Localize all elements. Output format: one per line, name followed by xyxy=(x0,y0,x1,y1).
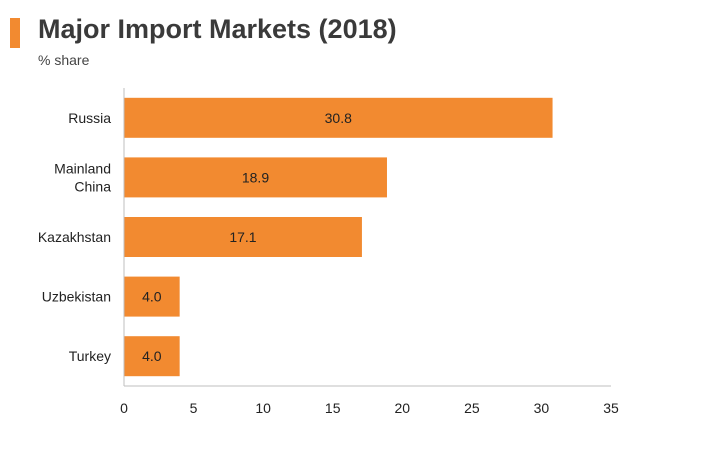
bars-layer xyxy=(124,97,553,377)
title-accent-bar xyxy=(10,18,20,48)
bar-3 xyxy=(124,276,180,317)
x-tick-label-6: 30 xyxy=(534,400,550,416)
data-label-1: 18.9 xyxy=(242,169,269,185)
chart-title: Major Import Markets (2018) xyxy=(38,14,397,44)
x-tick-label-4: 20 xyxy=(394,400,410,416)
category-label-3: Uzbekistan xyxy=(42,289,111,305)
x-tick-label-1: 5 xyxy=(190,400,198,416)
labels-layer: 30.8 Russia 18.9 Mainland China 17.1 Kazakhsta… xyxy=(38,110,352,364)
data-label-3: 4.0 xyxy=(142,289,162,305)
data-label-4: 4.0 xyxy=(142,348,162,364)
bar-2 xyxy=(124,217,362,257)
bar-4 xyxy=(124,336,180,377)
category-label-0: Russia xyxy=(68,110,111,126)
category-label-1: Mainland China xyxy=(54,160,111,194)
x-tick-label-7: 35 xyxy=(603,400,619,416)
chart-subtitle: % share xyxy=(38,52,90,68)
data-label-2: 17.1 xyxy=(229,229,256,245)
x-tick-label-0: 0 xyxy=(120,400,128,416)
bar-0 xyxy=(124,97,553,138)
x-tick-label-5: 25 xyxy=(464,400,480,416)
x-tick-label-2: 10 xyxy=(255,400,271,416)
category-label-4: Turkey xyxy=(69,348,111,364)
category-label-2: Kazakhstan xyxy=(38,229,111,245)
data-label-0: 30.8 xyxy=(325,110,352,126)
axis-layer: 0 5 10 15 20 25 30 35 xyxy=(120,88,619,416)
x-tick-label-3: 15 xyxy=(325,400,341,416)
bar-1 xyxy=(124,157,387,198)
